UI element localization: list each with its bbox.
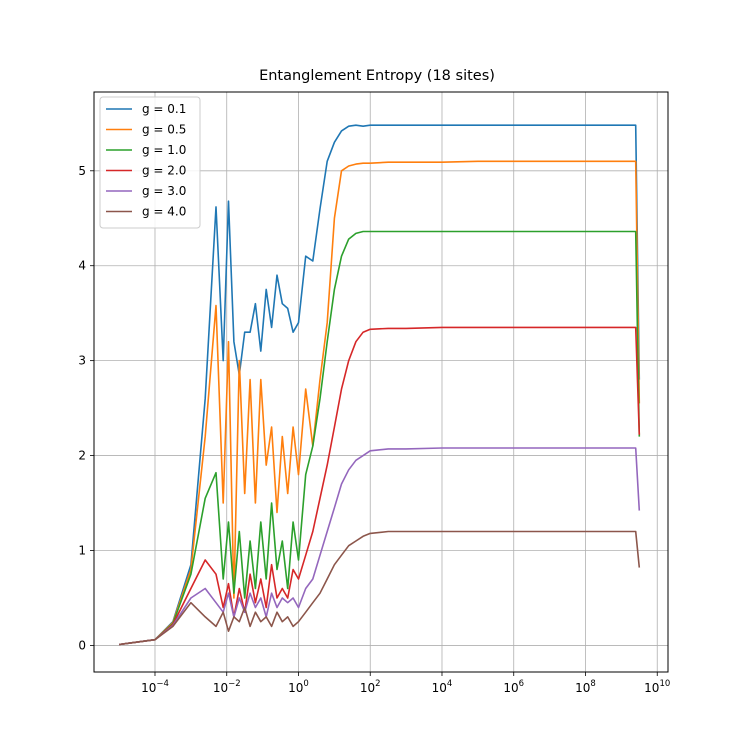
x-tick-label: 10−2 xyxy=(213,679,241,695)
axis-ticks: 10−4 10−2 100 102 104 106 108 1010 0 1 2 3 4 5 xyxy=(78,164,670,695)
y-tick-label: 2 xyxy=(78,449,86,463)
series-lines xyxy=(118,124,641,646)
legend-label: g = 0.1 xyxy=(142,102,186,116)
series-line-3 xyxy=(118,230,641,646)
series-line-1 xyxy=(118,124,641,646)
legend-label: g = 4.0 xyxy=(142,205,186,219)
x-tick-label: 100 xyxy=(288,679,309,695)
legend-label: g = 1.0 xyxy=(142,143,186,157)
y-tick-label: 3 xyxy=(78,354,86,368)
legend-label: g = 3.0 xyxy=(142,184,186,198)
y-tick-label: 5 xyxy=(78,164,86,178)
series-line-6 xyxy=(118,530,641,646)
x-tick-label: 102 xyxy=(360,679,381,695)
x-tick-label: 104 xyxy=(432,679,453,695)
legend-label: g = 0.5 xyxy=(142,123,186,137)
series-line-2 xyxy=(118,160,641,646)
y-tick-label: 1 xyxy=(78,543,86,557)
y-tick-label: 0 xyxy=(78,638,86,652)
y-tick-label: 4 xyxy=(78,259,86,273)
chart-title: Entanglement Entropy (18 sites) xyxy=(259,68,495,84)
series-line-5 xyxy=(118,447,641,646)
legend: g = 0.1 g = 0.5 g = 1.0 g = 2.0 g = 3.0 g = 4… xyxy=(99,96,201,229)
x-tick-label: 108 xyxy=(575,679,596,695)
grid-lines xyxy=(94,92,668,672)
plot-area-frame xyxy=(93,91,669,673)
x-tick-label: 106 xyxy=(503,679,524,695)
x-tick-label: 10−4 xyxy=(141,679,169,695)
legend-label: g = 2.0 xyxy=(142,164,186,178)
series-line-4 xyxy=(118,326,641,646)
x-tick-label: 1010 xyxy=(644,679,670,695)
